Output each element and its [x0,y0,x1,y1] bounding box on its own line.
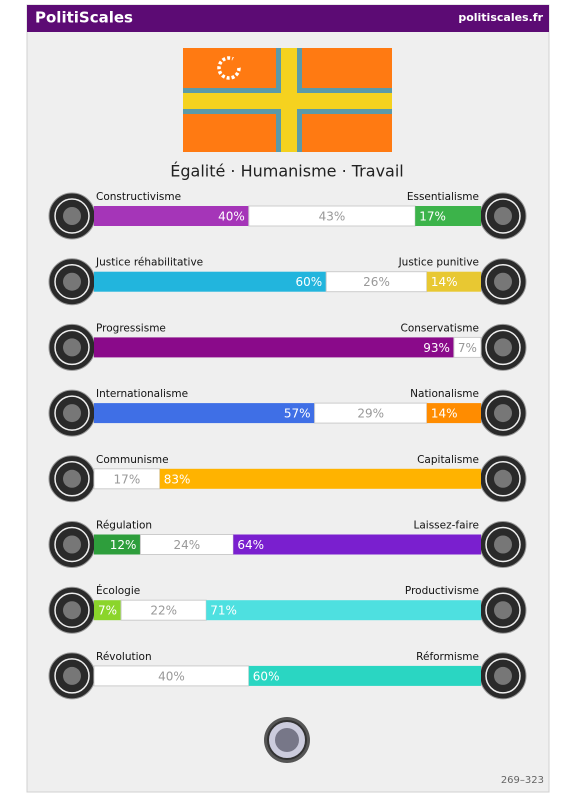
axis-icon-inner [485,263,521,300]
segment-label: 26% [363,275,390,289]
right-label: Capitalisme [417,454,479,466]
segment-label: 7% [98,604,117,618]
left-label: Communisme [96,454,169,466]
axis-icon-inner [54,658,90,694]
axis-icon-inner [54,198,90,234]
axis-icon-inner [485,461,521,497]
header-title: PolitiScales [35,9,133,27]
axis-icon-core [494,535,512,554]
axis-icon-inner [485,395,521,431]
right-label: Laissez-faire [414,520,480,532]
axis-icon-core [63,404,81,423]
segment-label: 24% [174,538,201,552]
axis-icon-inner [485,198,521,234]
bar-segment [94,600,122,621]
axis-icon-inner [485,658,521,694]
segment-label: 71% [210,604,237,618]
axis-icon-core [63,601,81,620]
axis-icon-inner [485,329,521,366]
segment-label: 57% [284,407,311,421]
footer-code: 269–323 [501,775,544,786]
bar-segment [94,534,141,555]
axis-icon-core [494,272,512,291]
axis-icon-core [63,469,81,488]
right-label: Conservatisme [401,322,480,334]
segment-label: 40% [218,210,245,224]
right-label: Réformisme [416,651,479,663]
left-label: Écologie [96,584,140,597]
segment-label: 17% [419,210,446,224]
bar-segment [94,337,454,358]
left-label: Progressisme [96,322,166,334]
header-site: politiscales.fr [458,11,543,24]
axis-icon-inner [54,592,90,628]
axis-icon-core [63,272,81,291]
left-label: Régulation [96,520,152,532]
bar-segment [94,271,327,292]
axis-icon-core [63,666,81,685]
segment-label: 43% [319,210,346,224]
axis-icon-inner [54,395,90,431]
axis-icon-inner [485,526,521,563]
flag [183,48,392,152]
right-label: Productivisme [405,585,479,597]
axis-icon-core [63,338,81,357]
axis-icon-core [494,666,512,685]
segment-label: 22% [150,604,177,618]
segment-label: 29% [357,407,384,421]
bar-segment [233,534,481,555]
segment-label: 7% [458,341,477,355]
bar-segment [248,665,481,686]
axis-icon-inner [54,526,90,563]
axis-icon-core [494,404,512,423]
bar-segment [94,403,315,424]
right-label: Justice punitive [398,257,479,269]
bar-segment [159,468,482,489]
axis-icon-inner [485,592,521,628]
segment-label: 93% [423,341,450,355]
axis-icon-core [494,338,512,357]
axis-icon-core [494,207,512,225]
right-label: Essentialisme [407,191,479,203]
bar-segment [415,206,481,226]
bar-segment [426,271,481,292]
axis-icon-inner [54,461,90,497]
bar-segment [426,403,481,424]
left-label: Justice réhabilitative [95,257,203,269]
axis-icon-inner [54,263,90,300]
axis-icon-core [63,207,81,225]
segment-label: 64% [237,538,264,552]
badge [264,717,310,763]
axis-icon-core [494,601,512,620]
left-label: Internationalisme [96,388,188,400]
left-label: Constructivisme [96,191,181,203]
segment-label: 40% [158,669,185,683]
header-bar [27,5,549,32]
segment-label: 14% [431,275,458,289]
segment-label: 60% [253,669,280,683]
axis-icon-core [494,469,512,488]
segment-label: 60% [296,275,323,289]
bar-segment [453,336,482,358]
bar-segment [206,600,482,621]
slogan: Égalité · Humanisme · Travail [170,162,403,181]
axis-icon-core [63,535,81,554]
axis-icon-inner [54,329,90,366]
segment-label: 83% [164,472,191,486]
left-label: Révolution [96,651,152,663]
segment-label: 12% [110,538,137,552]
bar-segment [94,206,249,226]
segment-label: 17% [114,472,141,486]
right-label: Nationalisme [410,388,479,400]
segment-label: 14% [431,407,458,421]
